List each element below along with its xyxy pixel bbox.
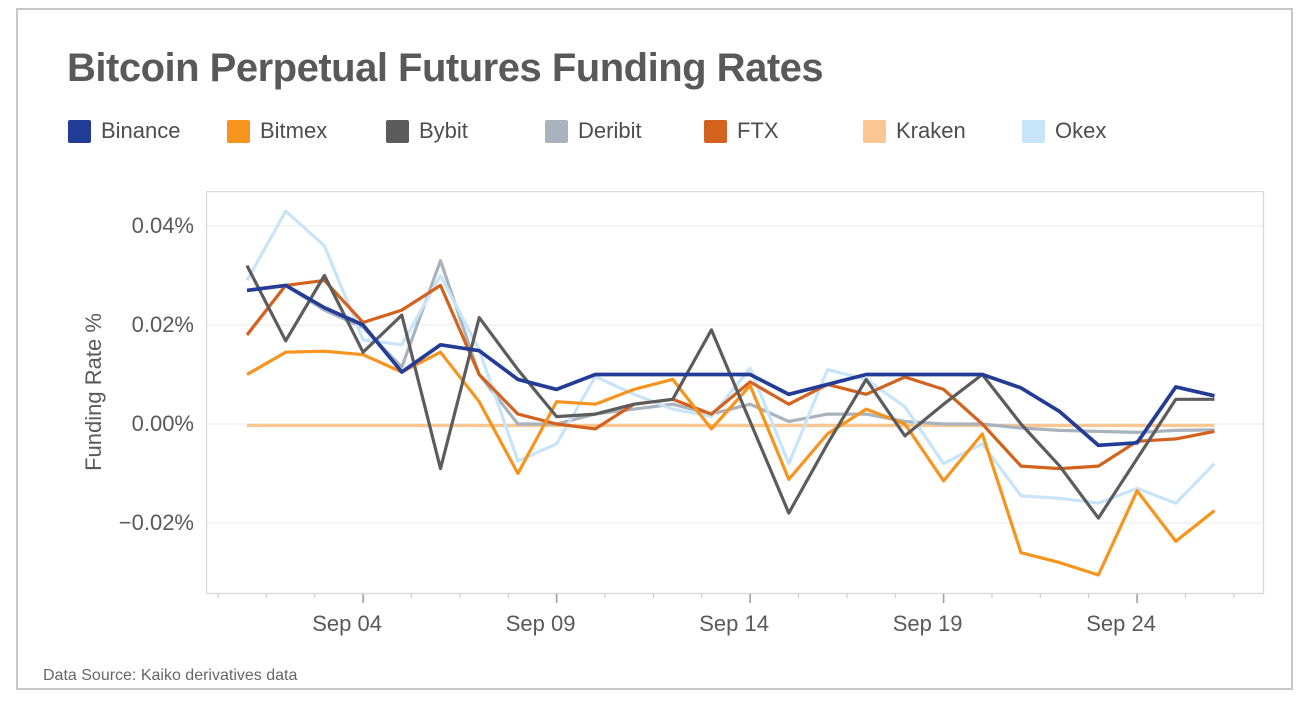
legend-label: Bitmex [260, 118, 328, 143]
y-tick-label: 0.00% [131, 411, 194, 436]
legend-label: Binance [101, 118, 181, 143]
legend-item-bybit[interactable]: Bybit [386, 118, 545, 144]
legend-item-binance[interactable]: Binance [68, 118, 227, 144]
legend: Binance Bitmex Bybit Deribit FTX Kraken Okex [68, 118, 1106, 144]
x-tick-label: Sep 14 [699, 611, 769, 636]
y-axis-title: Funding Rate % [81, 313, 106, 471]
data-source-note: Data Source: Kaiko derivatives data [43, 667, 298, 684]
legend-swatch-okex [1022, 119, 1045, 143]
legend-label: FTX [737, 118, 779, 143]
legend-label: Kraken [896, 118, 966, 143]
legend-item-deribit[interactable]: Deribit [545, 118, 704, 144]
series-line-okex [245, 209, 1216, 505]
x-tick-label: Sep 04 [312, 611, 382, 636]
legend-item-okex[interactable]: Okex [1022, 118, 1106, 144]
plot-area [206, 191, 1265, 603]
series-line-binance [246, 283, 1215, 448]
legend-swatch-deribit [545, 119, 568, 143]
y-tick-label: 0.02% [131, 312, 194, 337]
legend-item-kraken[interactable]: Kraken [863, 118, 1022, 144]
chart-card: Bitcoin Perpetual Futures Funding Rates … [16, 8, 1293, 690]
legend-item-bitmex[interactable]: Bitmex [227, 118, 386, 144]
y-tick-label: −0.02% [118, 510, 194, 535]
legend-label: Bybit [419, 118, 468, 143]
legend-swatch-binance [68, 119, 91, 143]
legend-swatch-bybit [386, 119, 409, 143]
legend-label: Okex [1055, 118, 1107, 143]
legend-item-ftx[interactable]: FTX [704, 118, 863, 144]
x-tick-label: Sep 09 [505, 611, 576, 636]
x-tick-label: Sep 24 [1086, 611, 1156, 636]
legend-swatch-bitmex [227, 119, 250, 143]
legend-swatch-ftx [704, 119, 727, 143]
x-tick-label: Sep 19 [892, 611, 963, 636]
series-line-bitmex [246, 349, 1216, 577]
series-line-ftx [245, 278, 1215, 471]
y-tick-label: 0.04% [131, 213, 194, 238]
plot-border [206, 191, 1265, 595]
chart-title: Bitcoin Perpetual Futures Funding Rates [67, 46, 824, 90]
legend-swatch-kraken [863, 119, 886, 143]
legend-label: Deribit [578, 118, 642, 143]
